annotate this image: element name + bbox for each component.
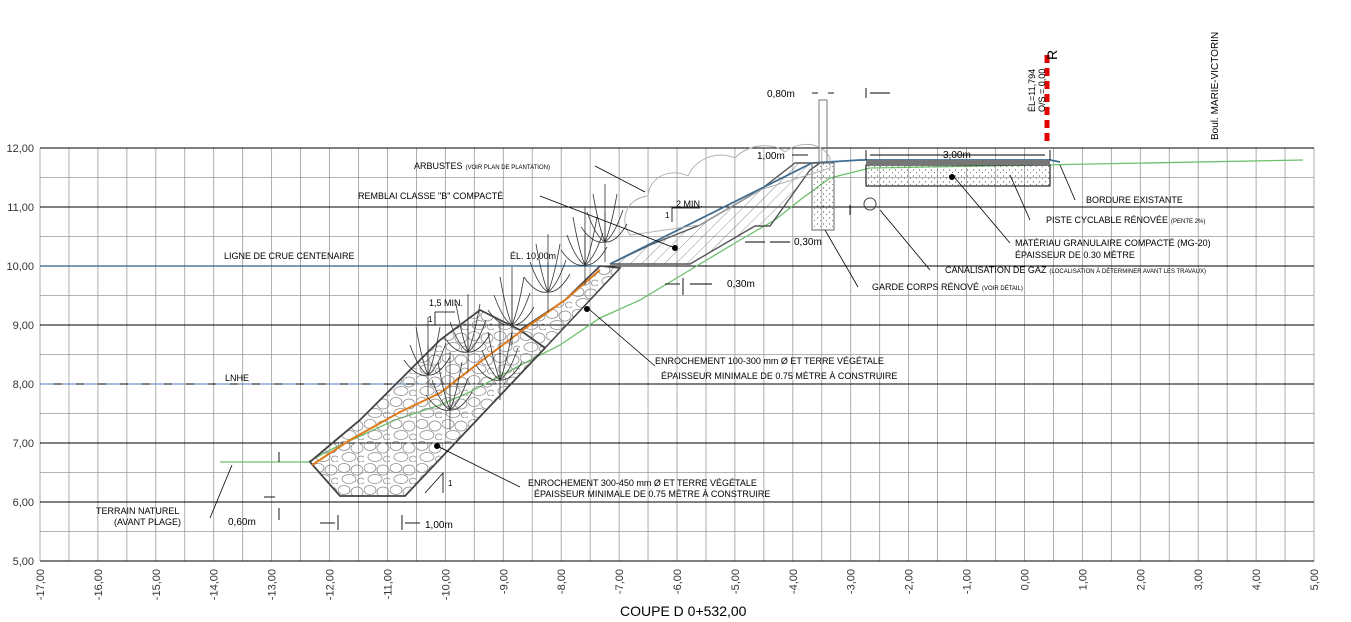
dimension-marks <box>264 88 1051 530</box>
x-tick-label: -9,00 <box>498 569 510 594</box>
slope-top-line <box>609 159 1061 265</box>
x-tick-label: 2,00 <box>1135 569 1147 590</box>
label-0-60: 0,60m <box>228 517 256 528</box>
tree <box>475 322 523 400</box>
x-tick-label: 5,00 <box>1309 569 1321 590</box>
x-tick-label: -14,00 <box>209 569 221 600</box>
label-0-80: 0,80m <box>767 89 795 100</box>
label-3-00: 3,00m <box>943 150 971 161</box>
slope-upper-one: 1 <box>665 211 670 220</box>
leader-lines <box>209 164 1076 519</box>
tree <box>487 267 535 345</box>
x-tick-label: -10,00 <box>440 569 452 600</box>
remblai-label: REMBLAI CLASSE "B" COMPACTÉ <box>358 191 503 201</box>
x-tick-label: -13,00 <box>267 569 279 600</box>
shrubs-outline <box>624 143 831 236</box>
tree <box>425 352 473 430</box>
x-tick-label: -1,00 <box>962 569 974 594</box>
x-tick-label: -11,00 <box>382 569 394 599</box>
leader-dots <box>434 174 955 449</box>
cycle-path <box>865 164 1051 187</box>
marker-elevation: ÉL=11,794 <box>1027 69 1037 112</box>
guard-rail-footing <box>811 162 835 231</box>
x-axis: -17,00 -16,00 -15,00 -14,00 -13,00 -12,00 -11,… <box>35 569 1321 600</box>
slope-bottom-one: 1 <box>448 479 453 488</box>
terrain-label-1: TERRAIN NATUREL <box>96 506 179 516</box>
y-tick-label: 11,00 <box>7 202 34 214</box>
x-tick-label: -17,00 <box>35 569 47 600</box>
gaz-label: CANALISATION DE GAZ (LOCALISATION À DÉTER… <box>945 265 1206 275</box>
x-tick-label: -3,00 <box>846 569 858 594</box>
tree <box>403 317 451 395</box>
enrochement-lower-1: ENROCHEMENT 300-450 mm Ø ET TERRE VÉGÉTA… <box>528 478 757 488</box>
enrochement-upper-2: ÉPAISSEUR MINIMALE DE 0.75 MÈTRE À CONST… <box>661 371 897 381</box>
garde-label: GARDE CORPS RÉNOVÉ (VOIR DÉTAIL) <box>872 282 1023 292</box>
label-0-30-a: 0,30m <box>794 237 822 248</box>
x-tick-label: -15,00 <box>151 569 163 600</box>
riprap-upper <box>518 265 622 350</box>
gas-pipe <box>863 197 877 211</box>
slope-upper-label: 2 MIN. <box>676 199 703 209</box>
marker-letter: R <box>1044 50 1060 60</box>
terrain-label-2: (AVANT PLAGE) <box>114 517 181 527</box>
x-tick-label: 3,00 <box>1193 569 1205 590</box>
tree <box>580 183 628 262</box>
tree <box>443 294 491 372</box>
label-1-00-top: 1,00m <box>757 151 785 162</box>
label-0-30-b: 0,30m <box>727 279 755 290</box>
guard-rail-post <box>818 99 828 164</box>
road-name: Boul. MARIE-VICTORIN <box>1210 32 1221 140</box>
label-1-00-bottom: 1,00m <box>425 520 453 531</box>
el-10-label: ÉL. 10,00m <box>510 251 556 261</box>
section-title: COUPE D 0+532,00 <box>620 603 747 619</box>
y-tick-label: 5,00 <box>13 556 34 568</box>
slope-lower-one: 1 <box>428 315 433 324</box>
riprap-lower <box>308 308 547 497</box>
x-tick-label: -7,00 <box>614 569 626 594</box>
flood-line-label: LIGNE DE CRUE CENTENAIRE <box>224 251 355 261</box>
materiau-label-1: MATÉRIAU GRANULAIRE COMPACTÉ (MG-20) <box>1015 238 1211 248</box>
trees <box>403 183 628 430</box>
enrochement-lower-2: ÉPAISSEUR MINIMALE DE 0.75 MÈTRE À CONST… <box>534 489 770 499</box>
y-axis: 12,00 11,00 10,00 9,00 8,00 7,00 6,00 5,00 <box>6 143 34 568</box>
materiau-label-2: ÉPAISSEUR DE 0.30 MÈTRE <box>1015 250 1135 260</box>
x-tick-label: 1,00 <box>1077 569 1089 590</box>
x-tick-label: -5,00 <box>730 569 742 594</box>
x-tick-label: -8,00 <box>556 569 568 594</box>
y-tick-label: 10,00 <box>6 261 34 273</box>
y-tick-label: 9,00 <box>13 320 34 332</box>
x-tick-label: -16,00 <box>93 569 105 600</box>
arbustes-label: ARBUSTES (VOIR PLAN DE PLANTATION) <box>414 161 550 171</box>
slope-lower-label: 1,5 MIN. <box>429 298 463 308</box>
lnhe-label: LNHE <box>225 373 249 383</box>
geotextile-line <box>311 269 601 466</box>
x-tick-label: -2,00 <box>904 569 916 594</box>
x-tick-label: 4,00 <box>1251 569 1263 590</box>
y-tick-label: 7,00 <box>13 438 34 450</box>
y-tick-label: 12,00 <box>6 143 34 155</box>
x-tick-label: -6,00 <box>672 569 684 594</box>
cycle-path-surface <box>866 160 1050 165</box>
tree <box>523 234 571 312</box>
grid <box>39 147 1315 562</box>
y-tick-label: 6,00 <box>13 497 34 509</box>
x-tick-label: -12,00 <box>325 569 337 600</box>
enrochement-upper-1: ENROCHEMENT 100-300 mm Ø ET TERRE VÉGÉTA… <box>655 356 884 366</box>
y-tick-label: 8,00 <box>13 379 34 391</box>
x-tick-label: 0,00 <box>1019 569 1031 590</box>
marker-offset: O/S = 0,00 <box>1037 69 1047 112</box>
x-tick-label: -4,00 <box>788 569 800 594</box>
bordure-label: BORDURE EXISTANTE <box>1086 195 1183 205</box>
slope-indicators <box>424 207 700 494</box>
piste-label: PISTE CYCLABLE RÉNOVÉE (PENTE 2%) <box>1046 215 1205 225</box>
